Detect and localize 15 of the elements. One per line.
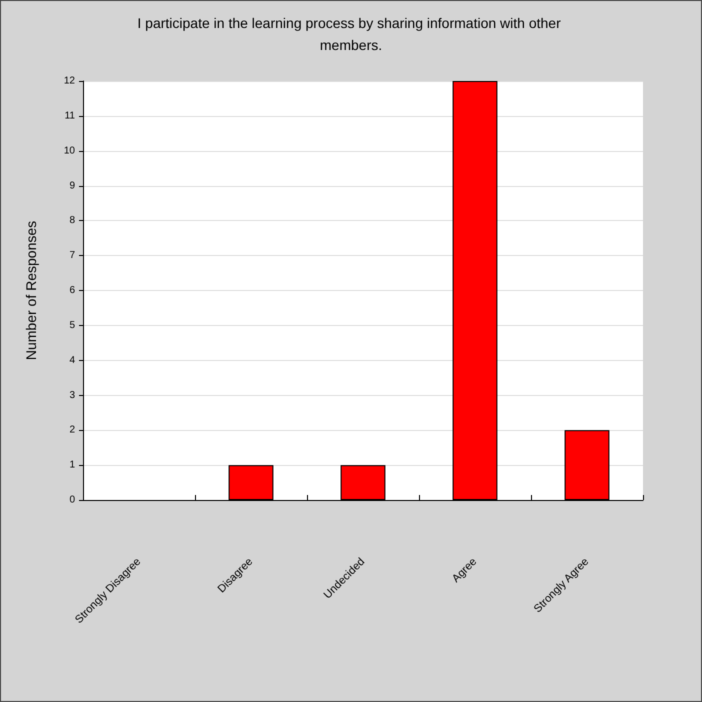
y-tick-label: 8 bbox=[69, 215, 76, 226]
chart-title: I participate in the learning process by sharing information with other members. bbox=[137, 15, 565, 53]
y-tick-label: 2 bbox=[69, 424, 76, 436]
y-axis-title: Number of Responses bbox=[23, 220, 39, 360]
y-tick-label: 9 bbox=[69, 180, 76, 192]
y-tick-label: 0 bbox=[69, 494, 76, 506]
y-tick-label: 5 bbox=[69, 320, 76, 331]
y-tick-label: 6 bbox=[69, 285, 76, 296]
y-tick-label: 10 bbox=[64, 145, 76, 156]
y-tick-label: 7 bbox=[69, 250, 76, 262]
y-tick-label: 3 bbox=[69, 390, 76, 401]
y-tick-label: 1 bbox=[69, 460, 76, 471]
y-tick-label: 11 bbox=[64, 110, 76, 122]
y-tick-label: 4 bbox=[69, 354, 76, 366]
y-tick-label: 12 bbox=[64, 76, 76, 86]
